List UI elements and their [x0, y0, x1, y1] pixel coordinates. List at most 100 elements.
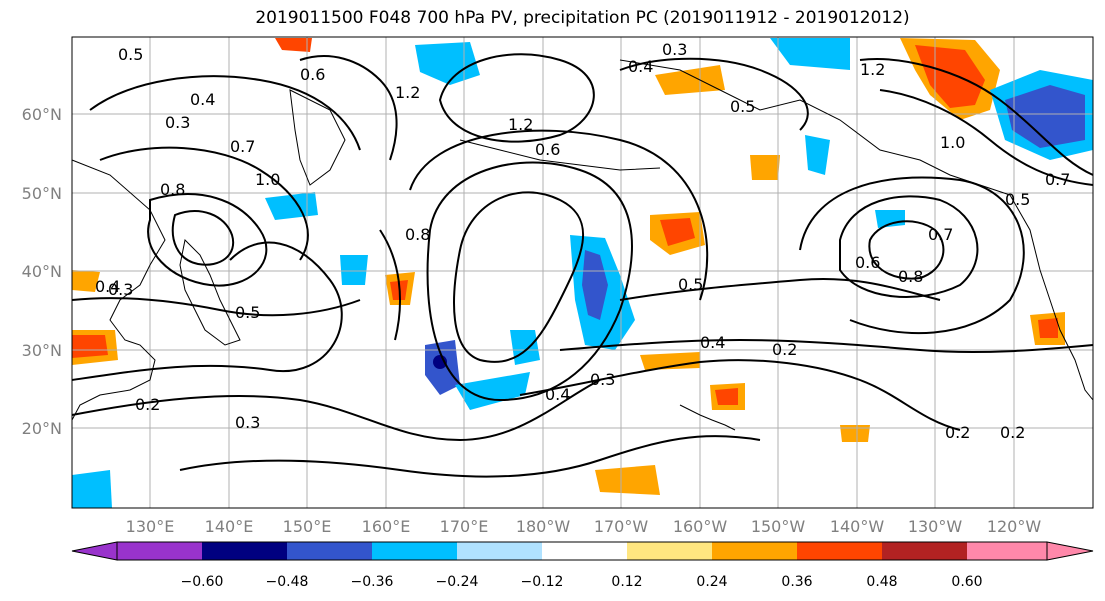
pv-contour: [879, 89, 1094, 186]
northamerica-coast: [1009, 194, 1094, 401]
colorbar-swatch: [967, 542, 1047, 560]
colorbar-swatch: [542, 542, 627, 560]
map-frame: [71, 36, 1094, 509]
pv-contour: [453, 191, 585, 363]
lat-label: 30°N: [22, 341, 62, 360]
colorbar-swatch: [372, 542, 457, 560]
contour-label: 0.4: [190, 90, 215, 109]
precip-positive-blob: [915, 45, 985, 108]
precip-positive-blob: [1038, 318, 1058, 338]
lon-label: 170°W: [594, 517, 649, 536]
contour-label: 0.3: [590, 370, 615, 389]
latitude-labels: 60°N 50°N 40°N 30°N 20°N: [22, 105, 62, 438]
asia-coast: [71, 159, 166, 421]
lat-label: 60°N: [22, 105, 62, 124]
pv-contour: [379, 229, 401, 341]
contour-label: 0.6: [535, 140, 560, 159]
precip-positive-blob: [275, 38, 312, 52]
precip-positive-blob: [72, 270, 100, 292]
contour-label: 0.8: [160, 180, 185, 199]
colorbar-tick-label: −0.36: [351, 574, 394, 590]
colorbar-tick-label: −0.48: [266, 574, 309, 590]
precip-positive-blob: [655, 65, 725, 95]
pv-contour: [171, 210, 235, 266]
colorbar-swatch: [712, 542, 797, 560]
contour-label: 0.4: [545, 385, 570, 404]
colorbar-tick-label: 0.24: [696, 574, 727, 590]
pv-contour: [147, 193, 268, 287]
pv-contour: [426, 161, 633, 402]
precip-negative-blob: [510, 330, 540, 365]
contour-label: 0.2: [945, 423, 970, 442]
contour-label: 0.8: [405, 225, 430, 244]
aleutians: [459, 139, 661, 171]
precip-negative-blob: [72, 470, 112, 508]
pv-contour: [179, 435, 761, 478]
colorbar-outline: [117, 541, 1048, 561]
precip-positive-blob: [715, 388, 738, 405]
contour-label: 1.2: [395, 83, 420, 102]
colorbar-swatch: [627, 542, 712, 560]
pv-contours: [71, 53, 1094, 478]
graticule: [72, 37, 1093, 508]
lon-label: 160°W: [673, 517, 728, 536]
colorbar-tick-label: 0.48: [866, 574, 897, 590]
precip-positive-blob: [595, 465, 660, 495]
lat-label: 20°N: [22, 419, 62, 438]
contour-label: 0.6: [855, 253, 880, 272]
contour-label: 0.3: [165, 113, 190, 132]
precip-positive-blob: [840, 425, 870, 442]
pv-contour: [299, 55, 398, 161]
contour-label: 0.4: [700, 333, 725, 352]
lon-label: 130°E: [126, 517, 175, 536]
contour-label: 0.7: [230, 137, 255, 156]
contour-label: 1.0: [940, 133, 965, 152]
precip-negative-blob: [340, 255, 368, 285]
contour-label: 0.2: [772, 340, 797, 359]
map-title: 2019011500 F048 700 hPa PV, precipitatio…: [255, 8, 910, 28]
colorbar-swatch: [882, 542, 967, 560]
contour-label: 0.5: [678, 275, 703, 294]
contour-label: 0.3: [235, 413, 260, 432]
contour-label: 0.3: [108, 280, 133, 299]
contour-label: 0.5: [730, 97, 755, 116]
japan-coast: [179, 238, 241, 346]
contour-label: 0.7: [1045, 170, 1070, 189]
longitude-labels: 130°E 140°E 150°E 160°E 170°E 180°W 170°…: [126, 517, 1042, 536]
kamchatka-coast: [289, 89, 346, 186]
contour-label: 0.2: [135, 395, 160, 414]
pv-contour: [409, 129, 709, 301]
lon-label: 130°W: [908, 517, 963, 536]
precip-negative-blob: [265, 192, 318, 220]
lon-label: 170°E: [440, 517, 489, 536]
pv-contour: [71, 379, 601, 442]
contour-label: 0.2: [1000, 423, 1025, 442]
colorbar-swatch: [797, 542, 882, 560]
pv-contour: [839, 195, 979, 298]
pv-contour: [89, 75, 361, 151]
pv-contour: [619, 57, 809, 131]
colorbar-tick-label: −0.12: [521, 574, 564, 590]
contour-label: 0.5: [118, 45, 143, 64]
pv-contour: [99, 146, 309, 261]
pv-contour: [799, 176, 1025, 335]
contour-label: 0.4: [95, 277, 120, 296]
precip-shading: [72, 38, 1093, 508]
precip-positive-blob: [640, 352, 700, 370]
pv-contour: [519, 359, 961, 431]
colorbar-swatch: [71, 541, 118, 561]
precip-negative-blob: [770, 38, 850, 70]
coastlines: [71, 59, 1094, 431]
precip-negative-blob: [875, 210, 905, 228]
contour-label: 0.4: [628, 57, 653, 76]
contour-label: 1.0: [255, 170, 280, 189]
hawaii-islands: [679, 404, 736, 431]
pv-contour: [859, 58, 1094, 176]
contour-label: 1.2: [860, 60, 885, 79]
pv-contour: [71, 297, 361, 317]
pv-contour: [619, 278, 941, 301]
pv-contour: [71, 241, 343, 381]
colorbar-swatch: [287, 542, 372, 560]
precip-positive-blob: [72, 335, 108, 358]
